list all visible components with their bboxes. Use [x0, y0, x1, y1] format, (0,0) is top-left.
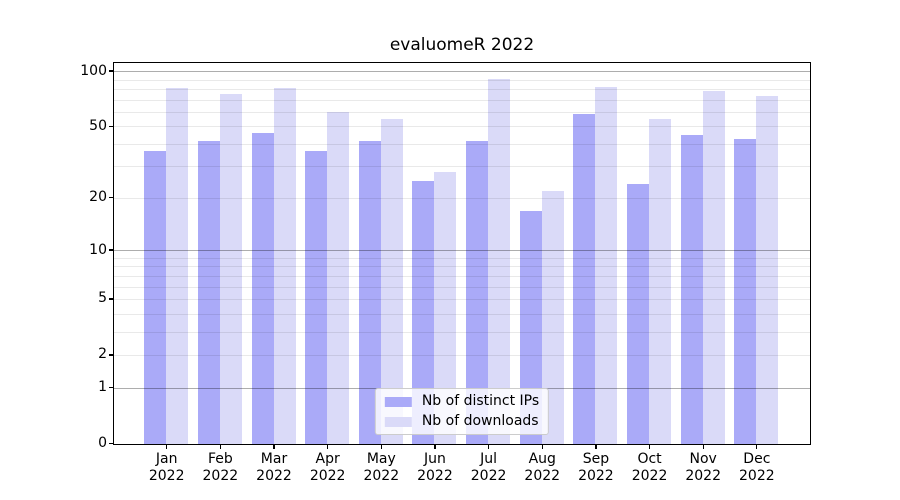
y-tick-mark	[108, 197, 113, 199]
bar-distinct-ips-sep	[573, 113, 596, 444]
x-tick-mark	[327, 444, 329, 449]
legend-label-distinct-ips: Nb of distinct IPs	[421, 393, 540, 409]
bar-downloads-jan	[166, 87, 189, 444]
bar-distinct-ips-aug	[519, 210, 542, 444]
y-tick-label-1: 1	[98, 379, 107, 396]
bar-downloads-jun	[434, 172, 457, 444]
bar-downloads-nov	[702, 91, 725, 444]
plot-area: Nb of distinct IPs Nb of downloads	[113, 62, 811, 445]
x-tick-label-nov: Nov 2022	[685, 451, 721, 484]
bar-downloads-sep	[595, 86, 618, 444]
x-tick-label-jun: Jun 2022	[417, 451, 453, 484]
y-tick-label-5: 5	[98, 290, 107, 307]
y-tick-mark	[108, 249, 113, 251]
y-tick-mark	[108, 298, 113, 300]
legend-swatch-downloads	[384, 416, 412, 427]
y-tick-mark	[108, 386, 113, 389]
x-tick-label-oct: Oct 2022	[631, 451, 668, 484]
x-tick-mark	[702, 444, 704, 449]
x-tick-mark	[595, 444, 597, 449]
y-tick-mark	[108, 125, 113, 127]
legend-swatch-distinct-ips	[384, 396, 412, 407]
legend-entry-downloads: Nb of downloads	[384, 413, 539, 430]
x-tick-mark	[434, 444, 436, 449]
bar-downloads-dec	[756, 95, 779, 444]
bar-downloads-mar	[273, 87, 296, 444]
x-tick-mark	[541, 444, 543, 449]
bar-distinct-ips-apr	[305, 150, 328, 444]
x-tick-label-aug: Aug 2022	[524, 451, 561, 484]
legend-entry-distinct-ips: Nb of distinct IPs	[384, 393, 540, 410]
y-tick-mark	[108, 70, 113, 72]
chart-title: evaluomeR 2022	[389, 35, 535, 55]
y-tick-label-20: 20	[89, 189, 107, 206]
bar-distinct-ips-jun	[412, 181, 435, 444]
y-tick-label-50: 50	[89, 117, 107, 134]
y-tick-label-2: 2	[98, 346, 107, 363]
x-tick-label-feb: Feb 2022	[202, 451, 239, 484]
y-tick-label-0: 0	[98, 435, 107, 451]
x-tick-mark	[756, 444, 758, 449]
bar-downloads-may	[380, 119, 403, 444]
x-tick-label-jan: Jan 2022	[148, 451, 185, 484]
bar-downloads-feb	[219, 93, 242, 444]
bar-downloads-jul	[488, 79, 511, 444]
bar-distinct-ips-may	[358, 140, 381, 444]
x-tick-label-sep: Sep 2022	[578, 451, 614, 484]
bar-distinct-ips-oct	[627, 184, 650, 444]
bar-downloads-aug	[541, 191, 564, 444]
bar-downloads-oct	[649, 119, 672, 444]
x-tick-label-jul: Jul 2022	[470, 451, 507, 484]
legend: Nb of distinct IPs Nb of downloads	[374, 388, 550, 435]
x-tick-label-mar: Mar 2022	[256, 451, 292, 484]
x-tick-mark	[380, 444, 382, 449]
y-tick-mark	[108, 442, 113, 445]
bar-distinct-ips-jul	[466, 140, 489, 444]
y-tick-label-10: 10	[89, 241, 107, 258]
bar-distinct-ips-mar	[251, 133, 274, 444]
bar-downloads-apr	[327, 112, 350, 444]
bars-layer	[114, 63, 810, 444]
x-tick-mark	[648, 444, 651, 449]
x-tick-mark	[273, 444, 275, 449]
y-tick-label-100: 100	[80, 62, 107, 79]
y-tick-mark	[108, 354, 113, 356]
x-tick-label-dec: Dec 2022	[739, 451, 775, 484]
x-tick-label-may: May 2022	[363, 451, 400, 484]
bar-distinct-ips-nov	[680, 135, 703, 444]
bar-distinct-ips-jan	[144, 150, 167, 444]
bar-distinct-ips-feb	[197, 140, 220, 444]
x-tick-mark	[219, 444, 221, 449]
x-tick-mark	[487, 444, 490, 449]
legend-label-downloads: Nb of downloads	[421, 413, 539, 429]
x-tick-mark	[166, 444, 168, 449]
x-tick-label-apr: Apr 2022	[309, 451, 346, 484]
bar-distinct-ips-dec	[734, 138, 757, 444]
